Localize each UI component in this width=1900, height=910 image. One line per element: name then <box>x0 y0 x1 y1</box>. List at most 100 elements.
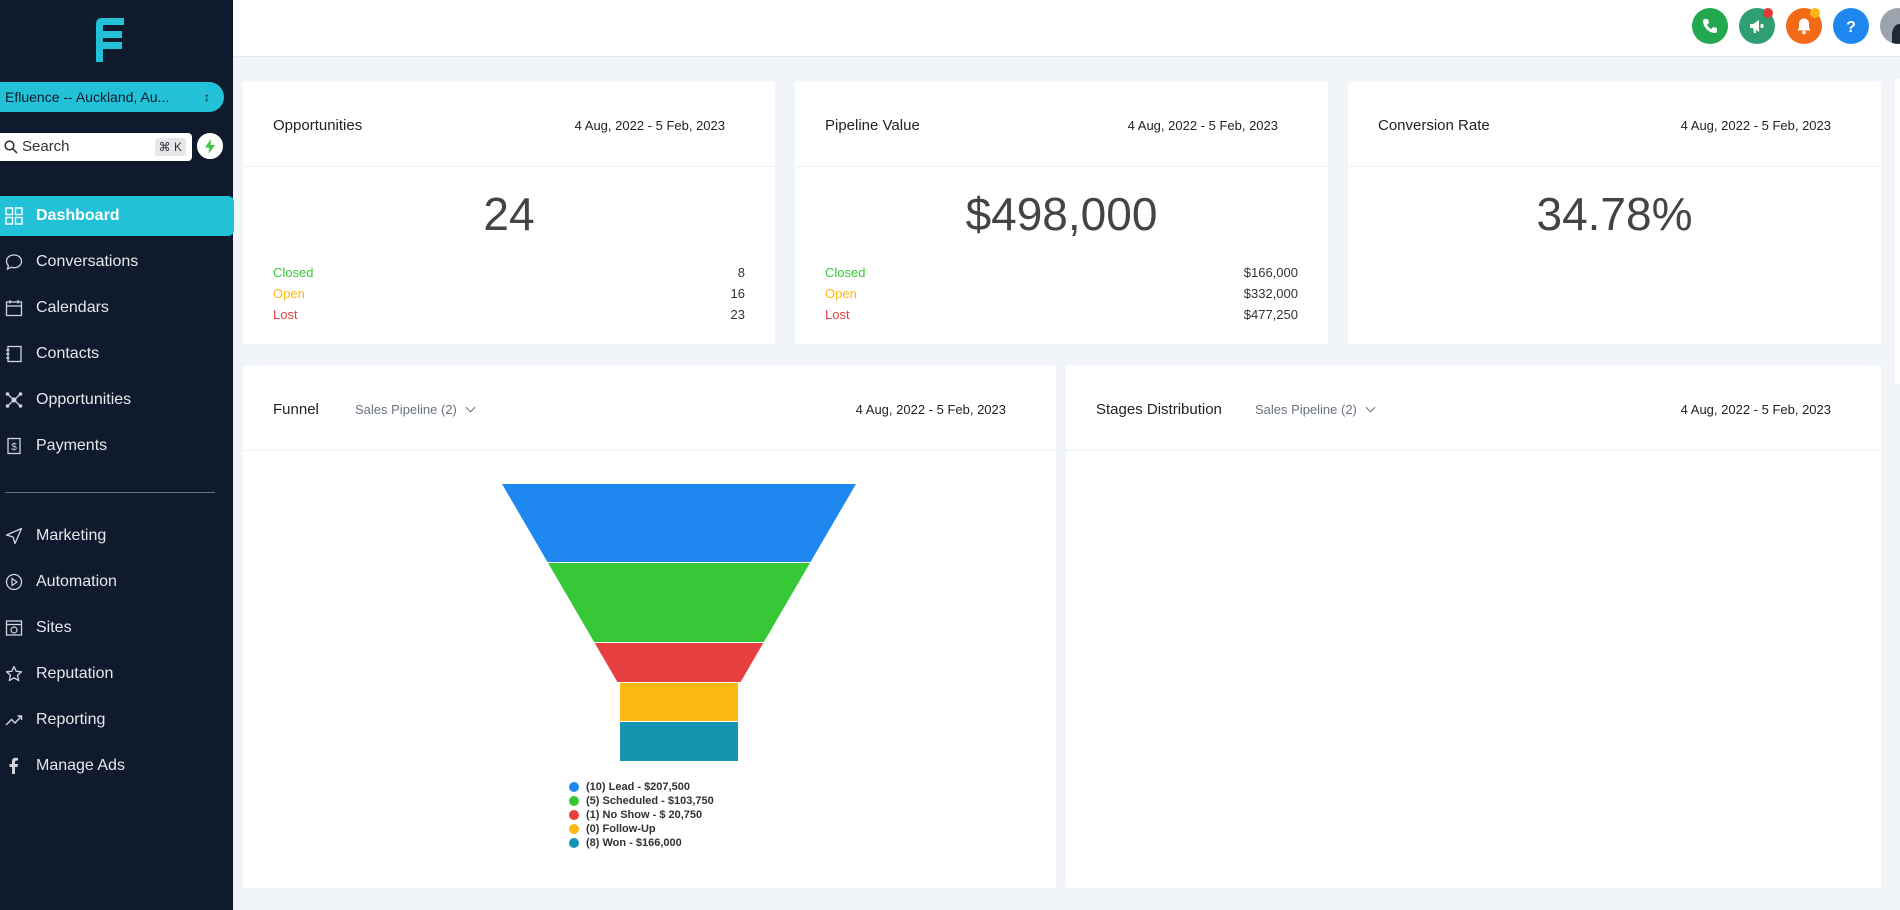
avatar[interactable] <box>1880 8 1900 44</box>
location-name: Efluence -- Auckland, Au... <box>5 89 170 105</box>
card-divider <box>1348 166 1881 167</box>
stat-label: Lost <box>273 307 298 322</box>
legend-swatch <box>569 782 579 792</box>
nav-manage-ads[interactable]: Manage Ads <box>0 746 234 786</box>
receipt-icon: $ <box>7 437 21 455</box>
search-placeholder: Search <box>22 138 70 155</box>
next-card-edge <box>1895 79 1900 384</box>
card-divider <box>243 166 775 167</box>
funnel-segment-lead[interactable] <box>502 484 856 562</box>
stat-closed: Closed $166,000 <box>825 265 1298 283</box>
legend-item[interactable]: (1) No Show - $ 20,750 <box>567 808 714 822</box>
nav-contacts[interactable]: Contacts <box>0 334 234 374</box>
legend-item[interactable]: (5) Scheduled - $103,750 <box>567 794 714 808</box>
legend-item[interactable]: (0) Follow-Up <box>567 822 714 836</box>
nav-divider <box>5 492 215 493</box>
card-title: Funnel <box>273 401 319 418</box>
pipeline-select-value: Sales Pipeline (2) <box>355 402 457 417</box>
automation-icon <box>5 573 23 591</box>
conversion-rate-card: Conversion Rate 4 Aug, 2022 - 5 Feb, 202… <box>1348 81 1881 344</box>
nav-dashboard[interactable]: Dashboard <box>0 196 234 236</box>
nav-payments[interactable]: $ Payments <box>0 426 234 466</box>
bell-icon <box>1797 18 1811 35</box>
funnel-segment-scheduled[interactable] <box>548 563 810 642</box>
stat-value: $332,000 <box>1243 286 1298 301</box>
stat-lost: Lost 23 <box>273 307 745 325</box>
funnel-legend: (10) Lead - $207,500 (5) Scheduled - $10… <box>567 780 714 850</box>
avatar-silhouette <box>1892 24 1900 44</box>
nav-label: Sites <box>36 619 72 636</box>
announcements-button[interactable] <box>1739 8 1775 44</box>
legend-label: (1) No Show - $ 20,750 <box>586 809 703 821</box>
network-icon <box>5 392 23 408</box>
pipeline-select[interactable]: Sales Pipeline (2) <box>1255 402 1376 417</box>
nav-reputation[interactable]: Reputation <box>0 654 234 694</box>
funnel-chart <box>502 484 856 761</box>
notifications-button[interactable] <box>1786 8 1822 44</box>
chat-icon <box>5 254 23 271</box>
nav-sites[interactable]: Sites <box>0 608 234 648</box>
funnel-segment-no-show[interactable] <box>594 643 764 682</box>
date-range[interactable]: 4 Aug, 2022 - 5 Feb, 2023 <box>574 118 725 133</box>
date-range[interactable]: 4 Aug, 2022 - 5 Feb, 2023 <box>1680 118 1831 133</box>
date-range[interactable]: 4 Aug, 2022 - 5 Feb, 2023 <box>1127 118 1278 133</box>
funnel-segment-follow-up[interactable] <box>620 683 738 721</box>
stat-label: Closed <box>825 265 866 280</box>
opportunities-total: 24 <box>483 188 535 240</box>
logo-icon[interactable] <box>92 16 128 64</box>
nav-conversations[interactable]: Conversations <box>0 242 234 282</box>
legend-label: (8) Won - $166,000 <box>586 837 682 849</box>
chevron-updown-icon: ↕ <box>204 90 210 104</box>
legend-swatch <box>569 824 579 834</box>
facebook-icon <box>9 757 18 774</box>
stat-value: $477,250 <box>1243 307 1298 322</box>
nav-automation[interactable]: Automation <box>0 562 234 602</box>
pipeline-select[interactable]: Sales Pipeline (2) <box>355 402 476 417</box>
stat-open: Open $332,000 <box>825 286 1298 304</box>
nav-marketing[interactable]: Marketing <box>0 516 234 556</box>
nav-label: Calendars <box>36 299 109 316</box>
legend-swatch <box>569 796 579 806</box>
star-icon <box>5 665 23 682</box>
stat-lost: Lost $477,250 <box>825 307 1298 325</box>
card-divider <box>1066 450 1881 451</box>
location-switcher[interactable]: Efluence -- Auckland, Au... ↕ <box>0 82 224 112</box>
trending-up-icon <box>5 715 23 726</box>
legend-label: (10) Lead - $207,500 <box>586 781 690 793</box>
date-range[interactable]: 4 Aug, 2022 - 5 Feb, 2023 <box>1680 402 1831 417</box>
funnel-segment-won[interactable] <box>620 722 738 761</box>
stat-closed: Closed 8 <box>273 265 745 283</box>
help-button[interactable]: ? <box>1833 8 1869 44</box>
search-input[interactable]: Search ⌘ K <box>0 133 192 161</box>
legend-label: (5) Scheduled - $103,750 <box>586 795 714 807</box>
card-title: Stages Distribution <box>1096 401 1222 418</box>
stat-label: Lost <box>825 307 850 322</box>
send-icon <box>5 527 23 545</box>
megaphone-icon <box>1750 20 1764 33</box>
notification-dot <box>1763 8 1773 18</box>
svg-text:?: ? <box>1846 19 1856 35</box>
nav-calendars[interactable]: Calendars <box>0 288 234 328</box>
pipeline-total: $498,000 <box>965 188 1158 240</box>
legend-label: (0) Follow-Up <box>586 823 656 835</box>
nav-label: Reporting <box>36 711 106 728</box>
calendar-icon <box>5 300 23 317</box>
nav-label: Manage Ads <box>36 757 125 774</box>
svg-text:$: $ <box>11 442 17 453</box>
legend-item[interactable]: (10) Lead - $207,500 <box>567 780 714 794</box>
notification-dot <box>1810 8 1820 18</box>
date-range[interactable]: 4 Aug, 2022 - 5 Feb, 2023 <box>855 402 1006 417</box>
card-title: Pipeline Value <box>825 117 920 134</box>
help-icon: ? <box>1846 19 1856 35</box>
stat-label: Closed <box>273 265 314 280</box>
nav-label: Contacts <box>36 345 100 362</box>
nav-reporting[interactable]: Reporting <box>0 700 234 740</box>
phone-button[interactable] <box>1692 8 1728 44</box>
quick-actions-button[interactable] <box>195 131 225 161</box>
nav-label: Automation <box>36 573 117 590</box>
nav-opportunities[interactable]: Opportunities <box>0 380 234 420</box>
legend-item[interactable]: (8) Won - $166,000 <box>567 836 714 850</box>
stages-distribution-card: Stages Distribution Sales Pipeline (2) 4… <box>1066 365 1881 888</box>
card-divider <box>243 450 1056 451</box>
card-title: Conversion Rate <box>1378 117 1490 134</box>
